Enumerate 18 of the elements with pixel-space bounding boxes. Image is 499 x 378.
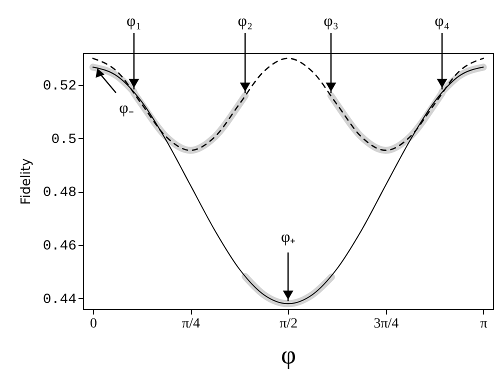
x-tick-label: 0: [90, 316, 97, 332]
annotation: φ₂: [238, 13, 253, 30]
y-axis-title: Fidelity: [18, 158, 34, 205]
annotation: φ₋: [119, 100, 134, 118]
annotation: φ₁: [126, 13, 142, 30]
annotation: φ₃: [324, 13, 338, 30]
x-tick-label: π/4: [182, 316, 200, 332]
y-tick-label: 0.5: [51, 132, 76, 148]
y-tick-label: 0.44: [42, 292, 76, 308]
annotation: φ₄: [434, 13, 450, 30]
y-tick-label: 0.52: [42, 78, 76, 94]
x-tick-label: π: [480, 316, 488, 332]
x-tick-label: 3π/4: [374, 316, 399, 332]
y-tick-label: 0.48: [42, 185, 76, 202]
x-tick-label: π/2: [280, 316, 298, 332]
x-axis-title: φ: [280, 340, 296, 370]
annotation: φ₊: [280, 228, 296, 246]
y-tick-label: 0.46: [42, 238, 76, 254]
